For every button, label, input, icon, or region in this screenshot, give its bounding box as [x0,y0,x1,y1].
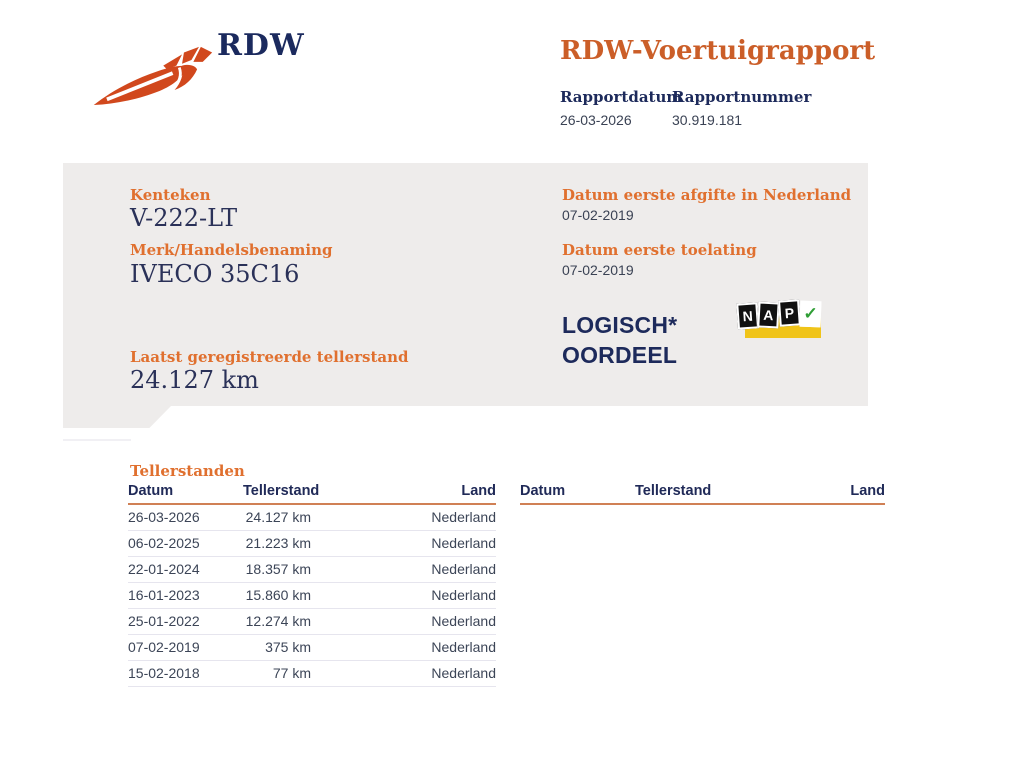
tellerstanden-table-left: Datum Tellerstand Land 26-03-2026 24.127… [128,483,496,687]
report-date-block: Rapportdatum 26-03-2026 [560,88,683,128]
report-date-value: 26-03-2026 [560,112,632,128]
cell-tellerstand: 77 km [272,665,311,681]
cell-tellerstand: 21.223 km [245,535,311,551]
report-number-label: Rapportnummer [672,88,812,106]
nap-letter-p: P [778,299,801,327]
table-row: 16-01-2023 15.860 km Nederland [128,583,496,609]
cell-datum: 26-03-2026 [128,509,200,525]
cell-tellerstand: 375 km [265,639,311,655]
cell-tellerstand: 18.357 km [245,561,311,577]
nap-judgement-text: LOGISCH* OORDEEL [562,310,677,370]
rdw-wordmark: RDW [217,28,305,63]
tellerstanden-table-right: Datum Tellerstand Land [520,483,885,505]
nap-check-icon: ✓ [799,300,822,328]
report-date-label: Rapportdatum [560,88,683,106]
panel-shadow-line [63,439,131,441]
table-row: 25-01-2022 12.274 km Nederland [128,609,496,635]
table-row: 22-01-2024 18.357 km Nederland [128,557,496,583]
nap-logo: N A P ✓ [736,299,827,341]
kenteken-label: Kenteken [130,186,211,204]
cell-tellerstand: 15.860 km [245,587,311,603]
col-header-datum: Datum [520,483,566,499]
cell-datum: 07-02-2019 [128,639,200,655]
eerste-toelating-label: Datum eerste toelating [562,241,757,259]
table-row: 07-02-2019 375 km Nederland [128,635,496,661]
cell-datum: 22-01-2024 [128,561,200,577]
nap-logo-tiles: N A P ✓ [736,299,822,330]
cell-tellerstand: 24.127 km [245,509,311,525]
report-meta: Rapportdatum 26-03-2026 Rapportnummer 30… [560,88,811,128]
page-title: RDW-Voertuigrapport [560,36,876,66]
table-row: 06-02-2025 21.223 km Nederland [128,531,496,557]
laatste-tellerstand-label: Laatst geregistreerde tellerstand [130,348,409,366]
col-header-tellerstand: Tellerstand [243,483,320,499]
cell-land: Nederland [431,639,496,655]
merk-value: IVECO 35C16 [130,260,300,288]
cell-datum: 15-02-2018 [128,665,200,681]
nap-letter-a: A [757,301,780,329]
report-number-block: Rapportnummer 30.919.181 [672,88,811,128]
nap-letter-n: N [736,302,760,330]
merk-label: Merk/Handelsbenaming [130,241,333,259]
cell-land: Nederland [431,613,496,629]
col-header-land: Land [461,483,496,499]
cell-datum: 25-01-2022 [128,613,200,629]
report-number-value: 30.919.181 [672,112,743,128]
eerste-toelating-value: 07-02-2019 [562,262,634,278]
kenteken-value: V-222-LT [130,204,238,232]
laatste-tellerstand-value: 24.127 km [130,366,259,394]
table-row: 15-02-2018 77 km Nederland [128,661,496,687]
col-header-datum: Datum [128,483,174,499]
judgement-line2: OORDEEL [562,342,678,368]
table-header-row: Datum Tellerstand Land [520,483,885,505]
summary-panel-tab [63,406,171,428]
col-header-tellerstand: Tellerstand [635,483,712,499]
tellerstanden-section-title: Tellerstanden [130,462,245,480]
summary-panel [63,163,868,406]
cell-land: Nederland [431,587,496,603]
table-header-row: Datum Tellerstand Land [128,483,496,505]
col-header-land: Land [850,483,885,499]
cell-land: Nederland [431,509,496,525]
cell-tellerstand: 12.274 km [245,613,311,629]
table-row: 26-03-2026 24.127 km Nederland [128,505,496,531]
eerste-afgifte-label: Datum eerste afgifte in Nederland [562,186,852,204]
cell-datum: 16-01-2023 [128,587,200,603]
rdw-swoosh-icon [93,46,213,106]
cell-land: Nederland [431,665,496,681]
eerste-afgifte-value: 07-02-2019 [562,207,634,223]
cell-land: Nederland [431,535,496,551]
cell-datum: 06-02-2025 [128,535,200,551]
cell-land: Nederland [431,561,496,577]
judgement-line1: LOGISCH* [562,312,678,338]
